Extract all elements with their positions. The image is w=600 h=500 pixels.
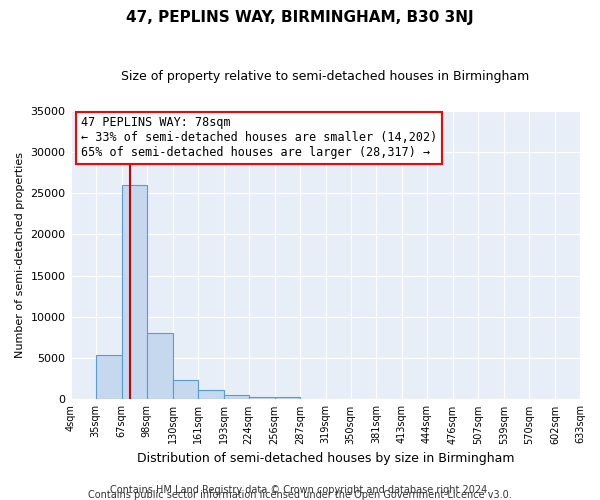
- Text: Contains public sector information licensed under the Open Government Licence v3: Contains public sector information licen…: [88, 490, 512, 500]
- Bar: [95, 356, 122, 400]
- Bar: [173, 380, 198, 400]
- Text: 47, PEPLINS WAY, BIRMINGHAM, B30 3NJ: 47, PEPLINS WAY, BIRMINGHAM, B30 3NJ: [126, 10, 474, 25]
- Text: Contains HM Land Registry data © Crown copyright and database right 2024.: Contains HM Land Registry data © Crown c…: [110, 485, 490, 495]
- Bar: [249, 398, 275, 400]
- Title: Size of property relative to semi-detached houses in Birmingham: Size of property relative to semi-detach…: [121, 70, 529, 83]
- Bar: [275, 397, 300, 400]
- Bar: [224, 395, 249, 400]
- X-axis label: Distribution of semi-detached houses by size in Birmingham: Distribution of semi-detached houses by …: [137, 452, 514, 465]
- Bar: [122, 185, 146, 400]
- Y-axis label: Number of semi-detached properties: Number of semi-detached properties: [15, 152, 25, 358]
- Bar: [198, 390, 224, 400]
- Bar: [146, 332, 173, 400]
- Text: 47 PEPLINS WAY: 78sqm
← 33% of semi-detached houses are smaller (14,202)
65% of : 47 PEPLINS WAY: 78sqm ← 33% of semi-deta…: [81, 116, 437, 160]
